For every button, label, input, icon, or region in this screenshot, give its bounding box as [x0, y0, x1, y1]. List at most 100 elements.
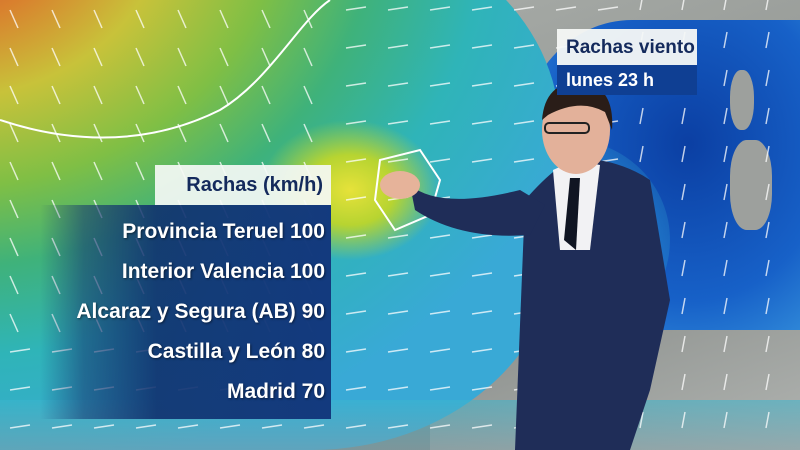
legend-row: Provincia Teruel 100	[122, 220, 325, 243]
wind-arrow	[471, 348, 493, 353]
wind-arrow	[387, 272, 409, 277]
legend-title: Rachas (km/h)	[186, 174, 323, 196]
wind-arrow	[51, 85, 61, 105]
presenter-suit	[515, 158, 670, 450]
wind-arrow	[723, 145, 728, 163]
presenter-arm	[410, 185, 545, 236]
wind-arrow	[765, 373, 770, 391]
wind-arrow	[429, 234, 451, 239]
sardinia-island	[730, 140, 772, 230]
wind-arrow	[135, 85, 145, 105]
wind-arrow	[681, 297, 686, 315]
presenter-hand	[380, 171, 420, 199]
wind-arrow	[639, 0, 643, 11]
wind-arrow	[765, 183, 770, 201]
wind-arrow	[513, 6, 535, 11]
wind-arrow	[219, 85, 229, 105]
wind-arrow	[9, 386, 31, 391]
wind-arrow	[471, 234, 493, 239]
title-panel: Rachas viento	[557, 29, 697, 65]
wind-arrow	[93, 123, 103, 143]
wind-arrow	[597, 6, 619, 11]
wind-arrow	[429, 120, 451, 125]
wind-arrow	[723, 183, 728, 201]
wind-arrow	[765, 107, 770, 125]
wind-arrow	[681, 0, 685, 11]
wind-arrow	[387, 158, 409, 163]
wind-arrow	[51, 424, 73, 429]
wind-arrow	[723, 221, 728, 239]
wind-arrow	[135, 123, 145, 143]
wind-arrow	[471, 424, 493, 429]
wind-arrow	[723, 0, 727, 11]
wind-arrow	[471, 44, 493, 49]
presenter-glasses	[544, 122, 590, 134]
wind-arrow	[723, 107, 728, 125]
wind-arrow	[345, 386, 367, 391]
wind-arrow	[261, 85, 271, 105]
wind-arrow	[135, 161, 145, 181]
wind-arrow	[429, 158, 451, 163]
wind-arrow	[681, 183, 686, 201]
wind-arrow	[9, 237, 19, 257]
wind-arrow	[177, 47, 187, 67]
wind-arrow	[639, 411, 644, 429]
wind-arrow	[9, 313, 19, 333]
wind-arrow	[639, 145, 644, 163]
wind-arrow	[513, 158, 535, 163]
wind-arrow	[429, 272, 451, 277]
wind-arrow	[681, 411, 686, 429]
wind-arrow	[345, 44, 367, 49]
wind-arrow	[261, 47, 271, 67]
wind-arrow	[471, 386, 493, 391]
wind-arrow	[9, 424, 31, 429]
wind-arrow	[303, 85, 313, 105]
wind-arrow	[219, 123, 229, 143]
wind-arrow	[177, 85, 187, 105]
wind-arrow	[387, 82, 409, 87]
wind-arrow	[345, 158, 367, 163]
wind-arrow	[765, 31, 770, 49]
wind-arrow	[471, 120, 493, 125]
wind-arrow	[345, 234, 367, 239]
wind-arrow	[429, 386, 451, 391]
wind-arrow	[723, 297, 728, 315]
wind-arrow	[471, 6, 493, 11]
wind-arrow	[345, 82, 367, 87]
wind-arrow	[723, 69, 728, 87]
wind-arrow	[513, 82, 535, 87]
wind-arrow	[387, 310, 409, 315]
wind-arrow	[765, 221, 770, 239]
legend-row: Madrid 70	[226, 380, 325, 403]
wind-arrow	[177, 424, 199, 429]
wind-arrow	[681, 373, 686, 391]
wind-arrow	[681, 259, 686, 277]
wind-arrow	[261, 123, 271, 143]
wind-arrow	[387, 348, 409, 353]
map-title: Rachas viento	[566, 37, 695, 58]
wind-arrow	[135, 9, 145, 29]
wind-arrow	[9, 9, 19, 29]
presenter-tie	[564, 178, 580, 250]
wind-arrow	[219, 424, 241, 429]
wind-arrow	[723, 335, 728, 353]
wind-arrow	[387, 386, 409, 391]
wind-arrow	[471, 272, 493, 277]
wind-arrow	[345, 272, 367, 277]
wind-arrow	[51, 161, 61, 181]
wind-arrow	[9, 348, 31, 353]
map-time: lunes 23 h	[566, 70, 655, 90]
wind-arrow	[219, 9, 229, 29]
wind-arrow	[135, 424, 157, 429]
wind-arrow	[471, 310, 493, 315]
wind-arrow	[471, 82, 493, 87]
wind-arrow	[723, 259, 728, 277]
wind-arrow	[681, 221, 686, 239]
legend-header: Rachas (km/h)	[155, 165, 331, 205]
wind-arrow	[723, 31, 728, 49]
wind-arrow	[345, 424, 367, 429]
wind-arrow	[513, 44, 535, 49]
wind-arrow	[9, 161, 19, 181]
